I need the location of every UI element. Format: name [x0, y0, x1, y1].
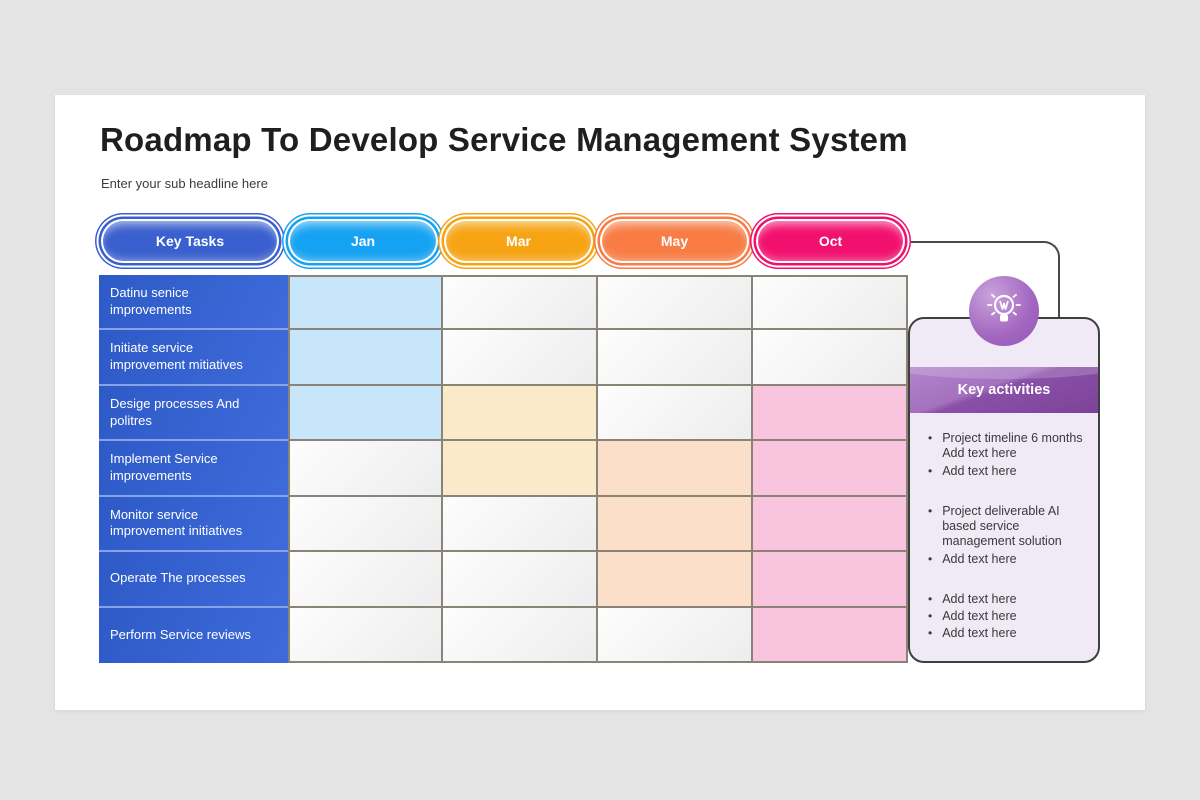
- page-title: Roadmap To Develop Service Management Sy…: [100, 121, 908, 158]
- roadmap-cell-jan: [288, 496, 443, 553]
- roadmap-cell-jan: [288, 552, 443, 608]
- timeline-pill-oct: Oct: [758, 221, 903, 261]
- roadmap-cell-jan: [288, 607, 443, 663]
- activity-text: Add text here: [942, 609, 1017, 623]
- roadmap-cell-oct: [753, 330, 908, 386]
- activity-text: Project deliverable AI based service man…: [942, 503, 1062, 549]
- bullet-dot: •: [928, 591, 933, 606]
- activity-item: • Add text here: [928, 609, 1086, 624]
- roadmap-cell-mar-active: [443, 385, 598, 442]
- timeline-pill-mar: Mar: [446, 221, 591, 261]
- roadmap-cell-may: [598, 275, 753, 331]
- roadmap-cell-jan: [288, 441, 443, 497]
- task-label: Operate The processes: [110, 570, 246, 586]
- key-activities-panel: Key activities • Project timeline 6 month…: [908, 317, 1100, 663]
- activity-item: • Add text here: [928, 592, 1086, 607]
- roadmap-row: Perform Service reviews: [99, 607, 908, 663]
- task-label-cell: Perform Service reviews: [99, 607, 288, 663]
- key-activities-list: • Project timeline 6 months Add text here…: [910, 431, 1098, 667]
- activity-text: Add text here: [942, 551, 1017, 566]
- lightbulb-badge: [969, 276, 1039, 346]
- timeline-pill-label: Mar: [506, 233, 531, 249]
- activity-item: • Project deliverable AI based service ma…: [928, 504, 1086, 550]
- roadmap-cell-mar: [443, 275, 598, 331]
- task-label-cell: Initiate service improvement mitiatives: [99, 330, 288, 386]
- task-label: Implement Service improvements: [110, 451, 218, 483]
- roadmap-cell-may-active: [598, 441, 753, 497]
- page-subtitle: Enter your sub headline here: [101, 176, 268, 191]
- activity-item: • Project timeline 6 months Add text here: [928, 431, 1086, 462]
- timeline-pill-may: May: [602, 221, 747, 261]
- task-label-cell: Operate The processes: [99, 552, 288, 608]
- roadmap-cell-oct-active: [753, 496, 908, 553]
- timeline-pill-jan: Jan: [290, 221, 436, 261]
- roadmap-cell-may: [598, 607, 753, 663]
- roadmap-row: Desige processes And politres: [99, 385, 908, 442]
- roadmap-cell-oct-active: [753, 552, 908, 608]
- key-activities-title: Key activities: [957, 382, 1051, 398]
- roadmap-cell-jan-active: [288, 385, 443, 442]
- roadmap-cell-mar: [443, 552, 598, 608]
- activity-group: • Project deliverable AI based service ma…: [928, 504, 1086, 567]
- roadmap-cell-may: [598, 330, 753, 386]
- roadmap-cell-oct-active: [753, 607, 908, 663]
- panel-connector-elbow: [875, 241, 1060, 381]
- roadmap-cell-mar: [443, 330, 598, 386]
- activity-group: • Project timeline 6 months Add text here…: [928, 431, 1086, 479]
- bullet-dot: •: [928, 626, 933, 641]
- roadmap-cell-mar: [443, 496, 598, 553]
- task-label: Desige processes And politres: [110, 395, 240, 428]
- key-activities-title-banner: Key activities: [910, 367, 1098, 413]
- activity-group: • Add text here • Add text here • Add text he…: [928, 592, 1086, 642]
- bullet-dot: •: [928, 551, 933, 566]
- roadmap-cell-may-active: [598, 552, 753, 608]
- roadmap-row: Monitor service improvement initiatives: [99, 496, 908, 553]
- roadmap-row: Initiate service improvement mitiatives: [99, 330, 908, 386]
- activity-text: Add text here: [942, 463, 1017, 478]
- timeline-pill-label: May: [660, 233, 689, 249]
- timeline-header-pill: Key Tasks: [103, 221, 277, 261]
- roadmap-cell-jan-active: [288, 330, 443, 386]
- task-label: Monitor service improvement initiatives: [110, 506, 243, 539]
- task-label: Initiate service improvement mitiatives: [110, 340, 243, 373]
- activity-item: • Add text here: [928, 626, 1086, 641]
- task-label: Datinu senice improvements: [110, 284, 192, 317]
- activity-text: Project timeline 6 months Add text here: [942, 431, 1083, 461]
- roadmap-row: Operate The processes: [99, 552, 908, 608]
- timeline-header-label: Key Tasks: [155, 233, 225, 249]
- activity-item: • Add text here: [928, 464, 1086, 479]
- roadmap-cell-may: [598, 385, 753, 442]
- activity-text: Add text here: [942, 626, 1017, 641]
- roadmap-row: Datinu senice improvements: [99, 275, 908, 331]
- task-label-cell: Implement Service improvements: [99, 441, 288, 497]
- bullet-dot: •: [928, 503, 933, 518]
- bullet-dot: •: [928, 431, 933, 445]
- roadmap-cell-jan-active: [288, 275, 443, 331]
- bullet-dot: •: [928, 463, 933, 478]
- task-label-cell: Monitor service improvement initiatives: [99, 496, 288, 553]
- roadmap-table: Datinu senice improvements Initiate servi…: [99, 275, 908, 663]
- lightbulb-icon: [981, 286, 1027, 337]
- timeline-pill-label: Oct: [818, 233, 843, 249]
- bullet-dot: •: [928, 609, 933, 623]
- roadmap-cell-oct-active: [753, 441, 908, 497]
- roadmap-cell-may-active: [598, 496, 753, 553]
- timeline-pill-label: Jan: [350, 233, 376, 249]
- roadmap-cell-mar-active: [443, 441, 598, 497]
- roadmap-cell-mar: [443, 607, 598, 663]
- task-label-cell: Datinu senice improvements: [99, 275, 288, 331]
- activity-text: Add text here: [942, 591, 1017, 606]
- slide-card: Roadmap To Develop Service Management Sy…: [55, 95, 1145, 710]
- activity-item: • Add text here: [928, 552, 1086, 567]
- roadmap-cell-oct-active: [753, 385, 908, 442]
- roadmap-cell-oct: [753, 275, 908, 331]
- roadmap-row: Implement Service improvements: [99, 441, 908, 497]
- task-label-cell: Desige processes And politres: [99, 385, 288, 442]
- task-label: Perform Service reviews: [110, 626, 251, 642]
